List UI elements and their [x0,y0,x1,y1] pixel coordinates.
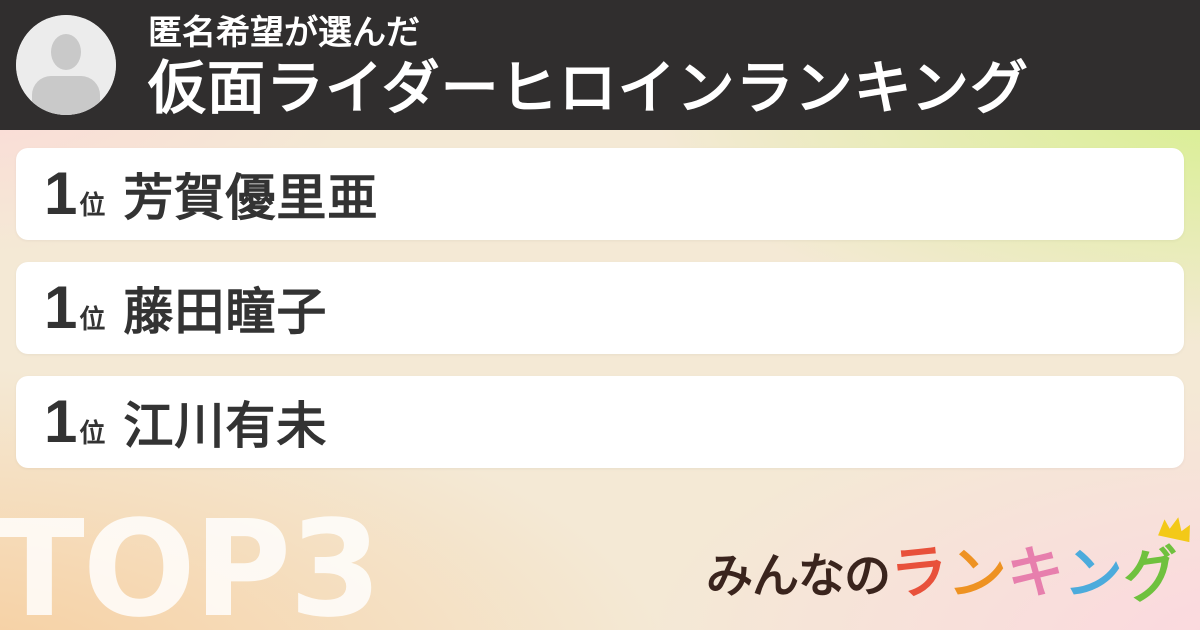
brand-logo-char: グ [1119,540,1185,612]
brand-logo-char: ン [946,540,1009,610]
ranking-row[interactable]: 1 位 芳賀優里亜 [16,148,1184,240]
crown-icon [1158,517,1190,543]
rank-badge: 1 位 [44,278,105,338]
header: 匿名希望が選んだ 仮面ライダーヒロインランキング [0,0,1200,130]
rank-number: 1 [44,388,78,455]
rank-suffix: 位 [79,190,106,220]
rank-suffix: 位 [79,418,106,448]
ranking-author-label: 匿名希望が選んだ [148,14,420,52]
avatar [16,15,116,115]
brand-logo[interactable]: みんなの ラ ン キ ン グ [706,517,1190,612]
page-title: 仮面ライダーヒロインランキング [148,56,1029,121]
ranked-name: 藤田瞳子 [123,284,328,340]
ranking-row[interactable]: 1 位 藤田瞳子 [16,262,1184,354]
rank-suffix: 位 [79,304,106,334]
brand-logo-char: キ [1004,539,1067,607]
rank-number: 1 [44,274,78,341]
header-text-block: 匿名希望が選んだ 仮面ライダーヒロインランキング [148,12,1029,124]
brand-logo-char: ン [1062,540,1125,610]
ranked-name: 江川有未 [123,398,328,454]
person-silhouette-icon [16,15,116,115]
rank-badge: 1 位 [44,164,105,224]
brand-logo-prefix: みんなの [706,549,891,602]
rank-badge: 1 位 [44,392,105,452]
ranked-name: 芳賀優里亜 [123,170,379,226]
ranking-row[interactable]: 1 位 江川有未 [16,376,1184,468]
ranking-list: 1 位 芳賀優里亜 1 位 藤田瞳子 1 位 江川有未 [16,148,1184,490]
top3-watermark: TOP3 [0,493,382,630]
brand-logo-char: ラ [887,538,952,608]
rank-number: 1 [44,160,78,227]
